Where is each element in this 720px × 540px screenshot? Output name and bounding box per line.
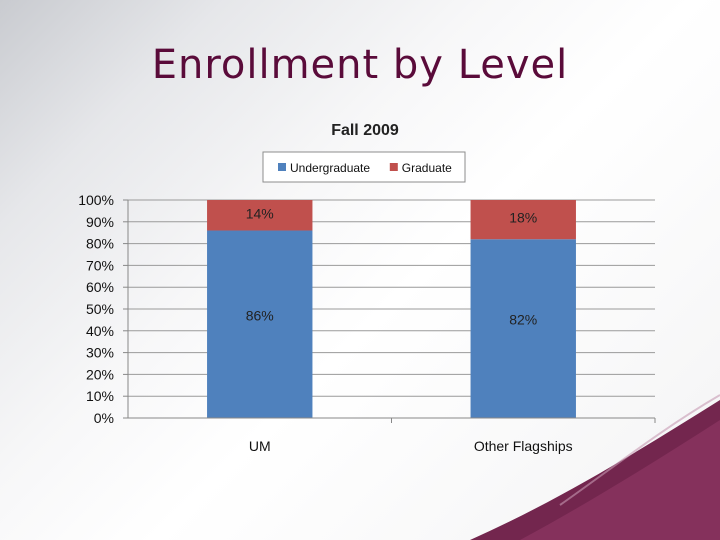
legend-entry: Graduate [402,161,452,175]
data-label: 14% [246,205,274,221]
y-tick-label: 90% [86,214,114,230]
bar-undergraduate-other-flagships [470,239,576,418]
y-tick-label: 60% [86,279,114,295]
y-tick-label: 80% [86,236,114,252]
bar-graduate-other-flagships [470,200,576,240]
slide-title: Enrollment by Level [151,42,569,88]
x-category-label: UM [249,438,271,454]
data-label: 82% [509,312,537,328]
y-tick-label: 40% [86,323,114,339]
y-tick-label: 30% [86,345,114,361]
y-axis: 0% 10% 20% 30% 40% 50% 60% 70% 80% 90% 100% [78,192,129,426]
legend-swatch [389,163,398,171]
x-axis: UM Other Flagships [128,417,656,454]
data-label: 18% [509,210,537,226]
x-category-label: Other Flagships [474,438,573,454]
y-tick-label: 50% [86,301,114,317]
y-tick-label: 70% [86,257,114,273]
chart-bars: 86% 14% 82% 18% [207,200,576,418]
bar-undergraduate-um [207,230,313,418]
y-tick-label: 20% [86,366,114,382]
legend-swatch [278,163,286,171]
data-label: 86% [246,307,274,323]
y-tick-label: 100% [78,192,114,208]
bar-graduate-um [207,200,313,231]
y-tick-label: 10% [86,388,114,404]
legend-box [262,151,466,183]
legend-entry: Undergraduate [290,161,370,175]
chart-legend: Undergraduate Graduate [262,151,466,183]
chart-title: Fall 2009 [331,122,399,139]
y-tick-label: 0% [94,410,114,426]
